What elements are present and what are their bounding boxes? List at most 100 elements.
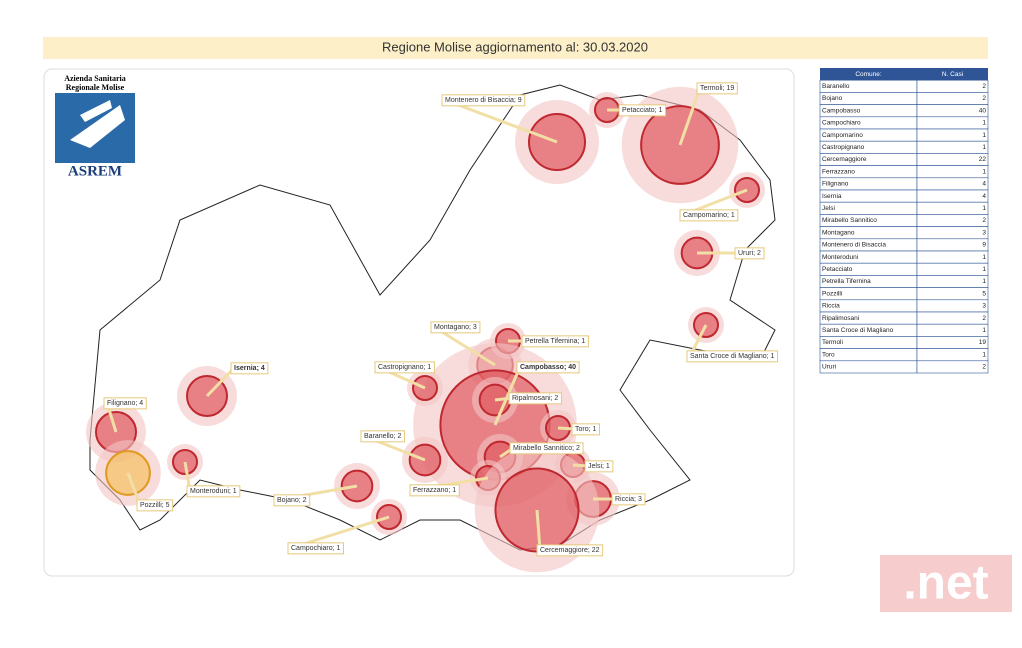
label-box xyxy=(230,362,269,375)
table-name: Isernia xyxy=(822,193,842,200)
label-box xyxy=(516,361,580,374)
label-box xyxy=(360,430,405,443)
label-box xyxy=(374,361,435,374)
table-cell xyxy=(916,189,989,203)
table-header: Comune: xyxy=(855,71,882,78)
label-box xyxy=(409,484,460,497)
logo-line: Azienda Sanitaria xyxy=(64,74,126,83)
table-cell xyxy=(916,287,989,301)
map-label: Ururi; 2 xyxy=(738,250,761,257)
logo-symbol xyxy=(70,100,125,148)
map-label: Isernia; 4 xyxy=(234,365,265,372)
table-count: 1 xyxy=(982,205,986,212)
label-box xyxy=(686,350,779,363)
table-cell xyxy=(916,165,989,179)
label-box xyxy=(734,247,765,260)
table-name: Campobasso xyxy=(822,107,861,114)
table-name: Baranello xyxy=(822,83,850,90)
table-name: Campomarino xyxy=(822,132,863,139)
table-cell xyxy=(916,360,989,374)
label-box xyxy=(696,82,738,95)
table-cell xyxy=(916,323,989,337)
map-label: Santa Croce di Magliano; 1 xyxy=(690,353,775,360)
table-count: 2 xyxy=(982,83,986,90)
table-name: Campochiaro xyxy=(822,120,861,127)
title-bar xyxy=(43,37,988,59)
table-cell xyxy=(916,311,989,325)
table-count: 9 xyxy=(982,242,986,249)
table-count: 2 xyxy=(982,315,986,322)
table-count: 1 xyxy=(982,351,986,358)
table-cell xyxy=(916,226,989,240)
table-name: Jelsi xyxy=(822,205,835,212)
table-count: 2 xyxy=(982,95,986,102)
table-name: Santa Croce di Magliano xyxy=(822,327,894,334)
table-cell xyxy=(916,140,989,154)
table-cell xyxy=(916,299,989,313)
label-box xyxy=(536,544,604,557)
table-name: Petrella Tifernina xyxy=(822,278,871,285)
table-cell xyxy=(916,348,989,362)
map-label: Cercemaggiore; 22 xyxy=(540,547,600,554)
table-name: Montenero di Bisaccia xyxy=(822,242,886,249)
table-count: 40 xyxy=(979,107,987,114)
map-label: Termoli; 19 xyxy=(700,85,734,92)
map-label: Filignano; 4 xyxy=(107,400,143,407)
map-label: Baranello; 2 xyxy=(364,433,401,440)
map-label: Toro; 1 xyxy=(575,426,597,433)
table-header: N. Casi xyxy=(942,71,963,78)
table-cell xyxy=(916,275,989,288)
table-name: Filignano xyxy=(822,181,849,188)
label-box xyxy=(287,542,345,555)
table-count: 4 xyxy=(982,181,986,188)
label-box xyxy=(571,423,601,436)
map-label: Ferrazzano; 1 xyxy=(413,487,456,494)
table-count: 5 xyxy=(982,290,986,297)
label-box xyxy=(136,499,174,512)
label-box xyxy=(611,493,646,506)
table-count: 19 xyxy=(979,339,987,346)
table-name: Castropignano xyxy=(822,144,865,151)
title: Regione Molise aggiornamento al: 30.03.2… xyxy=(382,39,648,54)
label-box xyxy=(618,104,667,117)
leader-line xyxy=(205,366,236,398)
table-count: 1 xyxy=(982,278,986,285)
map-label: Montenero di Bisaccia; 9 xyxy=(445,97,522,104)
leader-line xyxy=(493,366,522,426)
label-box xyxy=(584,460,614,473)
table-cell xyxy=(916,262,989,276)
map-label: Riccia; 3 xyxy=(615,496,642,503)
table-cell xyxy=(916,177,989,191)
logo-line: Regionale Molise xyxy=(66,83,125,92)
map-label: Petrella Tifernina; 1 xyxy=(525,338,585,345)
table-header-bg xyxy=(820,68,988,81)
label-box xyxy=(103,397,147,410)
map-label: Castropignano; 1 xyxy=(378,364,431,371)
watermark: .net xyxy=(903,557,988,610)
map-label: Ripalmosani; 2 xyxy=(512,395,558,402)
map-label: Campobasso; 40 xyxy=(520,364,576,371)
map-label: Bojano; 2 xyxy=(277,497,307,504)
table-count: 1 xyxy=(982,120,986,127)
map-label: Monteroduni; 1 xyxy=(190,488,237,495)
table-count: 3 xyxy=(982,229,986,236)
table-cell xyxy=(916,79,989,93)
logo-name: ASREM xyxy=(68,163,122,179)
table-name: Ferrazzano xyxy=(822,168,855,175)
map-label: Petacciato; 1 xyxy=(622,107,663,114)
table-count: 3 xyxy=(982,303,986,310)
label-box xyxy=(508,392,562,405)
label-box xyxy=(430,321,481,334)
leader-line xyxy=(678,87,702,146)
label-box xyxy=(186,485,241,498)
table-name: Ururi xyxy=(822,364,836,371)
table-count: 2 xyxy=(982,364,986,371)
label-box xyxy=(679,209,739,222)
table-name: Toro xyxy=(822,351,835,358)
watermark-box xyxy=(880,555,1012,612)
map-label: Mirabello Sannitico; 2 xyxy=(513,445,580,452)
label-box xyxy=(509,442,584,455)
map-label: Campochiaro; 1 xyxy=(291,545,341,552)
table-cell xyxy=(916,238,989,252)
